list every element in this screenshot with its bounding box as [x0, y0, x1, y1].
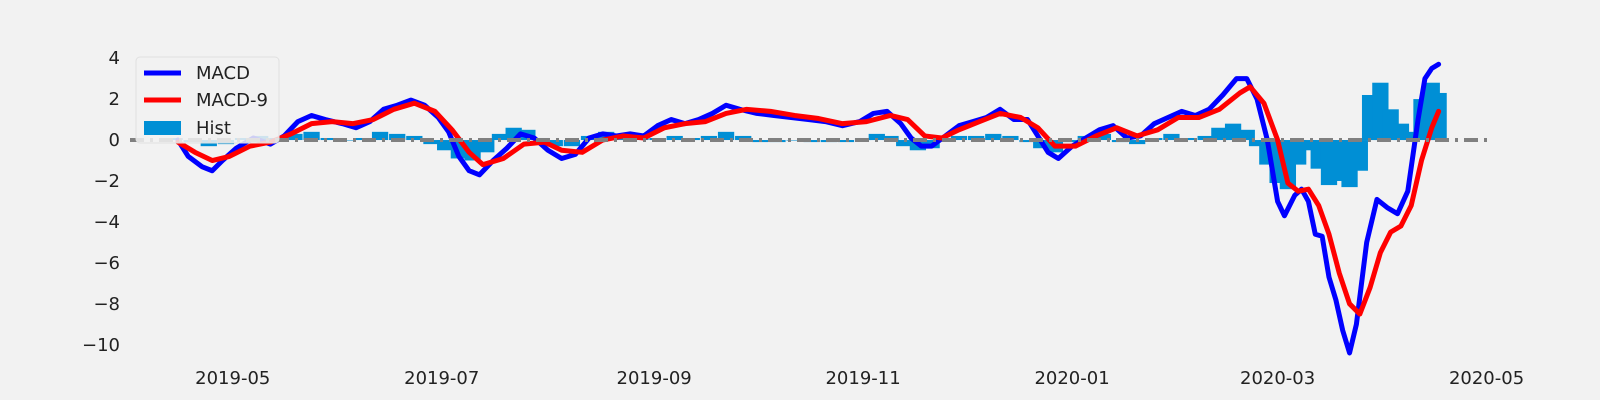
x-tick-label: 2020-01: [1034, 368, 1109, 389]
y-tick-label: 2: [109, 89, 120, 110]
hist-bar: [786, 140, 803, 141]
hist-bar: [700, 135, 718, 141]
hist-bar: [478, 140, 495, 153]
hist-bar: [406, 135, 423, 141]
hist-bar: [1002, 135, 1019, 141]
y-tick-label: −4: [93, 212, 120, 233]
hist-bar: [1019, 140, 1036, 143]
hist-bar: [968, 135, 985, 141]
hist-bar: [423, 140, 440, 145]
x-tick-label: 2019-05: [195, 368, 270, 389]
legend-label-macd-9: MACD-9: [196, 90, 268, 111]
hist-bar: [1224, 123, 1242, 141]
series-line-macd: [175, 61, 1442, 356]
legend-label-hist: Hist: [196, 118, 231, 139]
hist-bar: [1351, 140, 1368, 171]
hist-bar: [1238, 129, 1255, 141]
hist-bar: [1163, 133, 1180, 141]
hist-bar: [837, 140, 855, 143]
hist-bar: [896, 140, 913, 147]
y-tick-label: −2: [93, 171, 120, 192]
legend-swatch-hist: [144, 121, 181, 135]
series-line-macd-9: [175, 84, 1442, 317]
y-tick-label: −10: [82, 335, 120, 356]
x-tick-label: 2020-05: [1449, 368, 1524, 389]
hist-bar: [735, 135, 752, 141]
hist-bar: [320, 137, 337, 141]
hist-bar: [985, 133, 1002, 141]
legend: MACD MACD-9 Hist: [135, 56, 280, 144]
hist-bar: [1197, 135, 1214, 141]
hist-bar: [1403, 131, 1420, 141]
hist-bar: [666, 135, 683, 141]
x-tick-label: 2019-11: [825, 368, 900, 389]
hist-bar: [1094, 133, 1112, 141]
hist-bar: [803, 140, 820, 143]
hist-bar: [1180, 137, 1197, 141]
hist-bar: [437, 140, 454, 151]
hist-bar: [464, 140, 481, 161]
hist-bar: [717, 131, 735, 141]
hist-bar: [563, 140, 581, 147]
hist-bar: [1248, 140, 1266, 147]
y-tick-label: −8: [93, 294, 120, 315]
hist-bar: [286, 133, 303, 141]
x-tick-label: 2019-07: [404, 368, 479, 389]
hist-bar: [389, 133, 406, 141]
hist-bar: [491, 133, 509, 141]
y-tick-label: 0: [109, 130, 120, 151]
legend-label-macd: MACD: [196, 63, 250, 84]
hist-bar: [371, 131, 389, 141]
hist-bar: [868, 133, 885, 141]
x-tick-label: 2020-03: [1240, 368, 1315, 389]
hist-bar: [1300, 140, 1317, 151]
hist-bar: [1211, 127, 1228, 141]
hist-bar: [1129, 140, 1146, 145]
x-tick-label: 2019-09: [617, 368, 692, 389]
hist-bar: [303, 131, 320, 141]
hist-bar: [950, 135, 968, 141]
hist-bar: [1063, 140, 1081, 143]
y-tick-label: 4: [109, 48, 120, 69]
y-tick-label: −6: [93, 253, 120, 274]
hist-bar: [546, 140, 563, 147]
hist-bar: [882, 135, 899, 141]
